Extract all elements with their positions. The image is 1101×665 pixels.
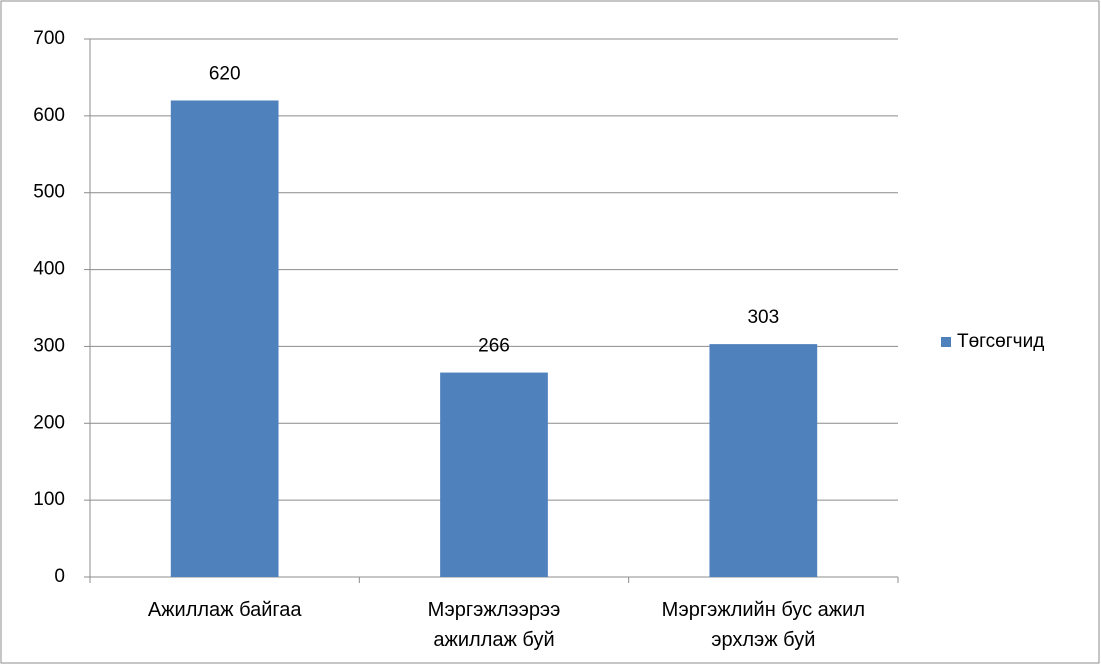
y-tick-label: 200 <box>33 412 65 433</box>
legend-label: Төгсөгчид <box>957 331 1044 352</box>
bar <box>709 344 818 577</box>
x-tick-label: Ажиллаж байгаа <box>147 599 302 621</box>
y-tick-label: 300 <box>33 335 65 356</box>
bar <box>440 372 548 577</box>
y-tick-label: 500 <box>33 182 65 203</box>
x-tick-label: Мэргэжлээрээ ажиллаж буй <box>427 599 561 651</box>
y-tick-label: 600 <box>33 105 65 126</box>
y-tick-label: 100 <box>33 489 65 510</box>
data-label: 266 <box>478 336 510 357</box>
data-label: 303 <box>747 307 779 328</box>
y-tick-label: 700 <box>33 28 65 49</box>
x-tick-label: Мэргэжлийн бус ажил эрхлэж буй <box>661 599 866 651</box>
bar <box>170 100 279 577</box>
legend-swatch <box>941 337 951 347</box>
y-tick-label: 400 <box>33 259 65 280</box>
y-tick-label: 0 <box>54 566 65 587</box>
data-label: 620 <box>209 64 241 85</box>
